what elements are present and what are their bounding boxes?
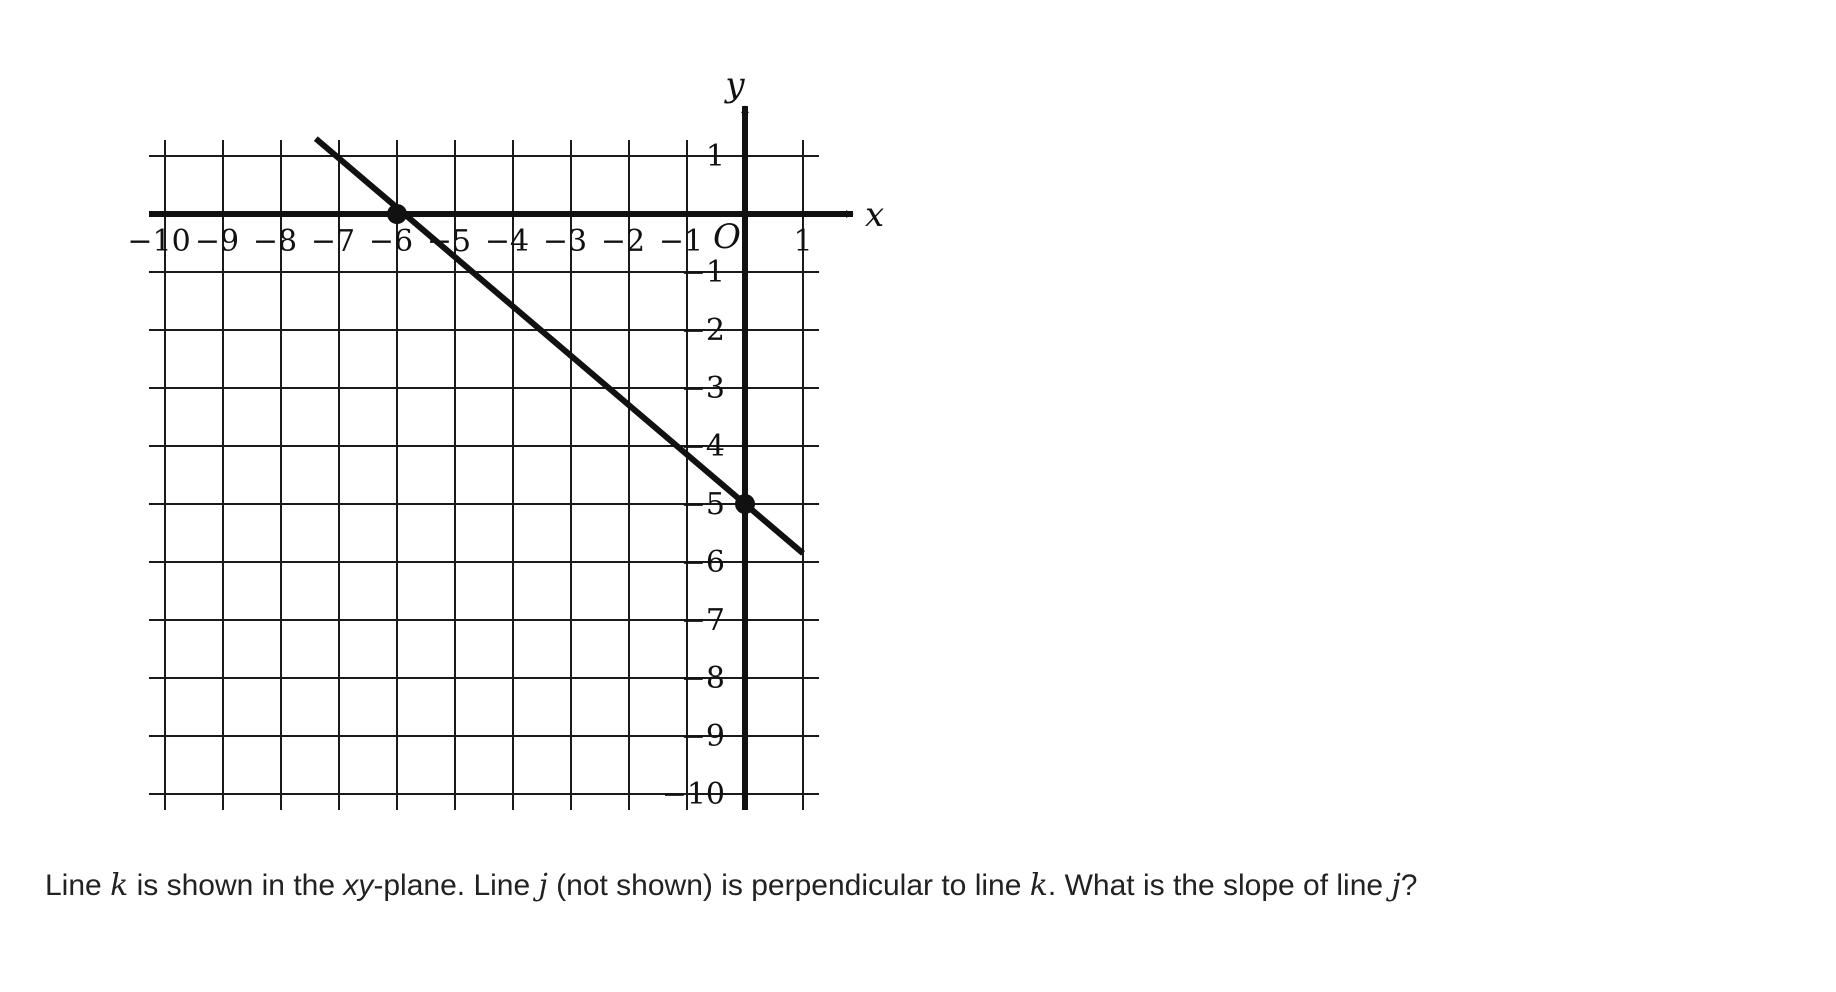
points	[387, 204, 755, 514]
line-k-variable: k	[110, 868, 129, 903]
x-axis-label: x	[865, 195, 884, 235]
y-tick-label: 1	[706, 139, 725, 174]
x-tick-label: 1	[793, 224, 812, 259]
intercept-point	[387, 204, 407, 224]
question-part: ?	[1400, 869, 1418, 902]
line-j-variable: j	[538, 868, 548, 903]
y-tick-label: −1	[681, 255, 725, 290]
axes: x y O	[149, 65, 884, 810]
grid	[149, 140, 819, 810]
y-tick-label: −2	[681, 313, 725, 348]
y-tick-label: −7	[681, 603, 725, 638]
question-text: Line k is shown in the xy-plane. Line j …	[45, 868, 1417, 903]
line-k	[313, 136, 805, 556]
x-tick-label: −6	[369, 224, 413, 259]
x-tick-label: −3	[543, 224, 587, 259]
y-tick-label: −9	[681, 719, 725, 754]
question-part: is shown in the	[128, 869, 344, 902]
origin-label: O	[713, 217, 741, 257]
line-j-variable: j	[1391, 868, 1401, 903]
x-tick-label: −10	[127, 224, 190, 259]
y-tick-label: −6	[681, 545, 725, 580]
x-tick-label: −1	[659, 224, 703, 259]
x-tick-label: −4	[485, 224, 529, 259]
y-tick-label: −10	[662, 777, 725, 812]
question-part: -plane. Line	[373, 869, 539, 902]
x-tick-label: −9	[195, 224, 239, 259]
question-part: (not shown) is perpendicular to line	[547, 869, 1030, 902]
y-axis-label: y	[723, 65, 745, 105]
intercept-point	[735, 494, 755, 514]
xy-text: xy	[343, 869, 374, 902]
coordinate-plane: xyO −10 −9 −8 −7 −6 −5 −4 −3 −2 −1 11−1−2−3−4−5−6−…	[127, 65, 884, 812]
x-tick-label: −7	[311, 224, 355, 259]
x-tick-label: −2	[601, 224, 645, 259]
x-tick-label: −8	[253, 224, 297, 259]
y-tick-label: −5	[681, 487, 725, 522]
y-tick-label: −3	[681, 371, 725, 406]
tick-labels: −10 −9 −8 −7 −6 −5 −4 −3 −2 −1 11−1−2−3−4−5−6−7−8−…	[127, 139, 812, 812]
question-part: Line	[45, 869, 111, 902]
line-k-variable: k	[1029, 868, 1048, 903]
y-tick-label: −8	[681, 661, 725, 696]
line-k-path	[313, 136, 805, 556]
question-part: . What is the slope of line	[1047, 869, 1392, 902]
